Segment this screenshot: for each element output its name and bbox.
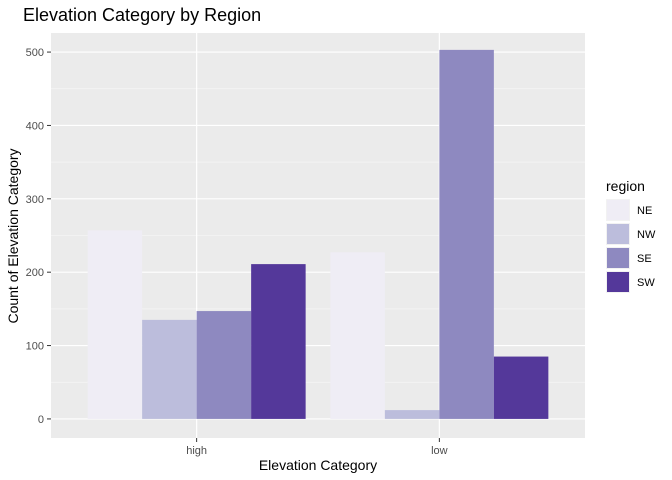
x-axis-title: Elevation Category [259, 457, 377, 473]
y-axis: 0 100 200 300 400 500 [26, 47, 51, 426]
y-tick-label: 0 [38, 414, 44, 426]
bar-ne-high [87, 230, 143, 419]
legend-title: region [606, 178, 645, 194]
bar-se-high [196, 311, 252, 419]
legend-swatch-nw [607, 224, 629, 244]
x-axis: high low [186, 438, 448, 457]
legend-label-ne: NE [637, 205, 652, 217]
x-tick-label: high [186, 445, 207, 457]
bar-nw-low [384, 410, 440, 419]
bar-nw-high [142, 319, 197, 419]
bar-se-low [439, 49, 494, 419]
chart-title: Elevation Category by Region [23, 5, 261, 25]
y-tick-label: 200 [26, 267, 44, 279]
legend-label-nw: NW [637, 229, 656, 241]
legend: region NE NW SE SW [606, 178, 656, 293]
legend-swatch-se [607, 248, 629, 268]
legend-swatch-sw [607, 272, 629, 292]
y-tick-label: 400 [26, 120, 44, 132]
y-tick-label: 100 [26, 341, 44, 353]
legend-label-se: SE [637, 253, 652, 265]
bars [87, 49, 549, 419]
x-tick-label: low [431, 445, 448, 457]
legend-label-sw: SW [637, 277, 655, 289]
bar-sw-high [251, 264, 306, 419]
bar-sw-low [493, 356, 549, 419]
y-axis-title: Count of Elevation Category [5, 148, 21, 323]
bar-ne-low [330, 252, 385, 419]
legend-swatch-ne [607, 200, 629, 220]
y-tick-label: 500 [26, 47, 44, 59]
y-tick-label: 300 [26, 194, 44, 206]
